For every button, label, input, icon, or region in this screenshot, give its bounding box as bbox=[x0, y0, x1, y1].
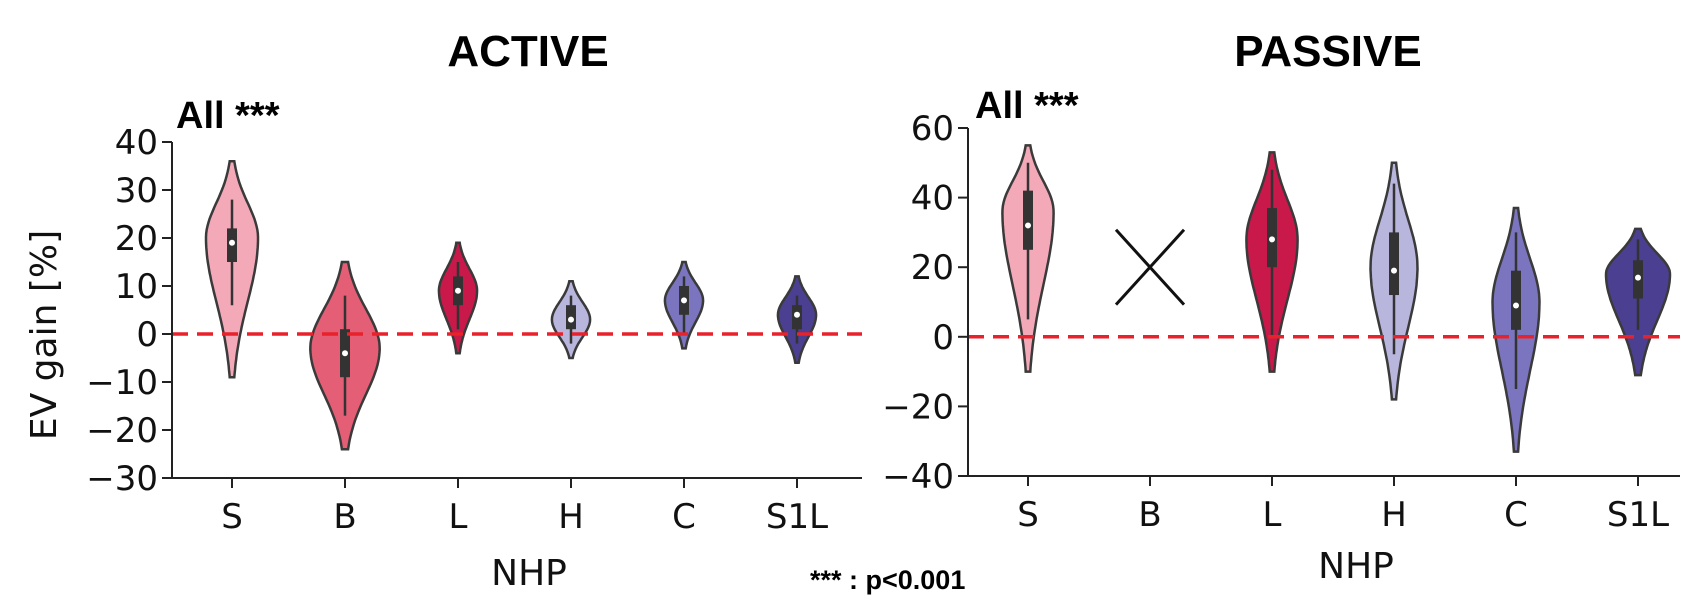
active-x-axis-label: NHP bbox=[491, 553, 567, 594]
active-y-ticks: −30 −20 −10 0 10 20 30 40 bbox=[86, 123, 172, 499]
violin-median-dot bbox=[1391, 267, 1397, 274]
violin-median-dot bbox=[229, 239, 235, 246]
x-tick-label: B bbox=[333, 497, 356, 537]
x-tick-label: L bbox=[449, 497, 468, 537]
active-title: ACTIVE bbox=[447, 27, 608, 76]
significance-footnote: *** : p<0.001 bbox=[810, 565, 965, 595]
violin-iqr-box bbox=[1511, 270, 1521, 330]
x-tick-label: S bbox=[221, 497, 243, 537]
x-tick-label: H bbox=[558, 497, 584, 537]
y-tick-label: −20 bbox=[86, 411, 158, 451]
y-tick-label: −40 bbox=[882, 457, 954, 497]
x-tick-label: C bbox=[1504, 495, 1528, 535]
violin-iqr-box bbox=[1389, 232, 1399, 296]
passive-title: PASSIVE bbox=[1234, 27, 1421, 76]
y-tick-label: −20 bbox=[882, 387, 954, 427]
violin-median-dot bbox=[1635, 274, 1641, 281]
active-significance: All *** bbox=[176, 95, 280, 137]
y-tick-label: 40 bbox=[115, 123, 158, 163]
active-y-axis-label: EV gain [%] bbox=[24, 230, 65, 440]
x-tick-label: B bbox=[1138, 495, 1161, 535]
passive-violins bbox=[1001, 144, 1672, 453]
y-tick-label: 60 bbox=[911, 109, 954, 149]
violin-median-dot bbox=[681, 297, 687, 304]
missing-data-cross bbox=[1114, 228, 1186, 306]
active-axes bbox=[171, 142, 862, 479]
violin-median-dot bbox=[1025, 222, 1031, 229]
y-tick-label: 30 bbox=[115, 171, 158, 211]
x-tick-label: S bbox=[1017, 495, 1039, 535]
y-tick-label: 0 bbox=[932, 318, 954, 358]
y-tick-label: 20 bbox=[115, 219, 158, 259]
x-tick-label: H bbox=[1381, 495, 1407, 535]
violin-iqr-box bbox=[1023, 190, 1033, 250]
violin-median-dot bbox=[568, 316, 574, 323]
y-tick-label: 0 bbox=[136, 315, 158, 355]
passive-y-ticks: −40 −20 0 20 40 60 bbox=[882, 109, 968, 497]
active-panel: ACTIVE All *** EV gain [%] NHP −30 −20 −10… bbox=[24, 27, 862, 594]
passive-missing-markers bbox=[1114, 228, 1186, 306]
passive-x-ticks: S B L H C S1L bbox=[1017, 476, 1669, 535]
y-tick-label: −30 bbox=[86, 459, 158, 499]
y-tick-label: 10 bbox=[115, 267, 158, 307]
violin-median-dot bbox=[1269, 236, 1275, 243]
violin-median-dot bbox=[794, 311, 800, 318]
violin-median-dot bbox=[455, 287, 461, 294]
violin-median-dot bbox=[1513, 302, 1519, 309]
x-tick-label: S1L bbox=[1607, 495, 1669, 535]
x-tick-label: S1L bbox=[766, 497, 828, 537]
y-tick-label: −10 bbox=[86, 363, 158, 403]
passive-significance: All *** bbox=[975, 85, 1079, 127]
active-x-ticks: S B L H C S1L bbox=[221, 478, 828, 537]
passive-axes bbox=[967, 128, 1680, 477]
x-tick-label: C bbox=[672, 497, 696, 537]
x-tick-label: L bbox=[1263, 495, 1282, 535]
y-tick-label: 40 bbox=[911, 179, 954, 219]
passive-x-axis-label: NHP bbox=[1318, 546, 1394, 587]
y-tick-label: 20 bbox=[911, 248, 954, 288]
active-violins bbox=[204, 159, 818, 451]
violin-median-dot bbox=[342, 350, 348, 357]
